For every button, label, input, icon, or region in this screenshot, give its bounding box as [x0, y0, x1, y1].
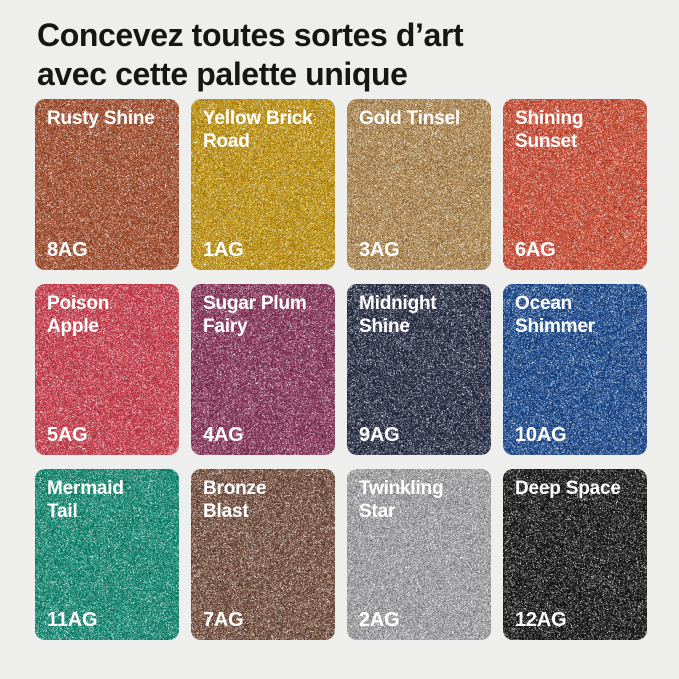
swatch-name: Bronze Blast: [203, 477, 327, 523]
page-title: Concevez toutes sortes d’art avec cette …: [37, 16, 463, 94]
swatch-6ag: Shining Sunset 6AG: [503, 99, 647, 270]
swatch-name: Mermaid Tail: [47, 477, 171, 523]
swatch-code: 9AG: [359, 424, 400, 447]
swatch-code: 5AG: [47, 424, 88, 447]
swatch-12ag: Deep Space 12AG: [503, 469, 647, 640]
swatch-code: 2AG: [359, 609, 400, 632]
swatch-name: Deep Space: [515, 477, 639, 500]
swatch-name: Ocean Shimmer: [515, 292, 639, 338]
swatch-name: Shining Sunset: [515, 107, 639, 153]
swatch-9ag: Midnight Shine 9AG: [347, 284, 491, 455]
swatch-3ag: Gold Tinsel 3AG: [347, 99, 491, 270]
swatch-name: Rusty Shine: [47, 107, 171, 130]
swatch-2ag: Twinkling Star 2AG: [347, 469, 491, 640]
swatch-code: 12AG: [515, 609, 566, 632]
swatch-name: Yellow Brick Road: [203, 107, 327, 153]
swatch-1ag: Yellow Brick Road 1AG: [191, 99, 335, 270]
swatch-code: 11AG: [47, 609, 97, 632]
swatch-code: 3AG: [359, 239, 400, 262]
swatch-code: 10AG: [515, 424, 566, 447]
swatch-code: 1AG: [203, 239, 244, 262]
swatch-name: Poison Apple: [47, 292, 171, 338]
swatch-code: 4AG: [203, 424, 244, 447]
swatch-name: Gold Tinsel: [359, 107, 483, 130]
swatch-name: Sugar Plum Fairy: [203, 292, 327, 338]
swatch-4ag: Sugar Plum Fairy 4AG: [191, 284, 335, 455]
swatch-name: Twinkling Star: [359, 477, 483, 523]
swatch-8ag: Rusty Shine 8AG: [35, 99, 179, 270]
swatch-name: Midnight Shine: [359, 292, 483, 338]
swatch-10ag: Ocean Shimmer 10AG: [503, 284, 647, 455]
swatch-7ag: Bronze Blast 7AG: [191, 469, 335, 640]
swatch-code: 8AG: [47, 239, 88, 262]
swatch-5ag: Poison Apple 5AG: [35, 284, 179, 455]
palette-grid: Rusty Shine 8AG Yellow Brick Road 1AG Gold T…: [35, 99, 647, 640]
swatch-code: 7AG: [203, 609, 244, 632]
swatch-11ag: Mermaid Tail 11AG: [35, 469, 179, 640]
swatch-code: 6AG: [515, 239, 556, 262]
